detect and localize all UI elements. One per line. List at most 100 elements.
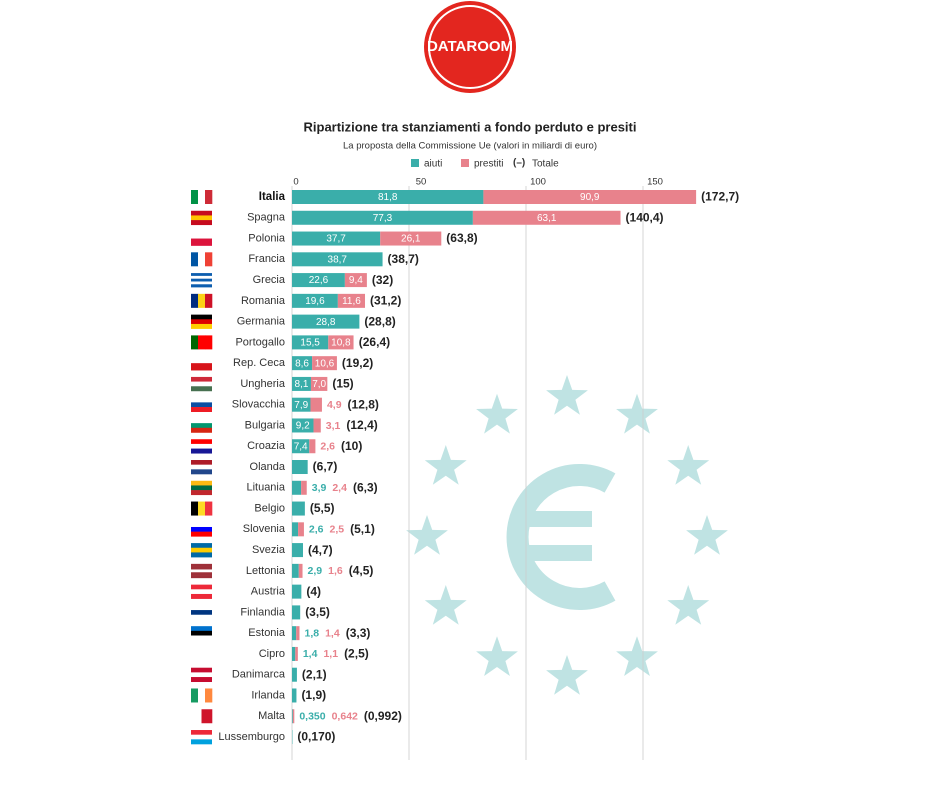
bar-segment [292,688,297,703]
total-label: (4,7) [308,543,333,557]
bar-segment [292,293,338,308]
total-label: (31,2) [370,294,401,308]
flag-stripe [191,319,212,325]
flag-stripe [191,407,212,412]
total-label: (12,4) [346,418,377,432]
star [476,393,518,434]
value-label: 26,1 [401,234,421,245]
category-label: Polonia [248,232,286,244]
total-label: (4) [306,584,321,598]
flag-stripe [191,605,212,611]
category-label: Bulgaria [245,419,286,431]
value-label: 8,6 [295,358,309,369]
total-label: (32) [372,273,393,287]
flag-stripe [191,273,212,277]
value-label: 1,6 [328,565,343,577]
star [616,393,658,434]
value-label: 38,7 [328,254,348,265]
value-label: 7,9 [294,400,308,411]
value-label: 1,4 [325,627,340,639]
flag-stripe [191,646,212,655]
star [476,636,518,676]
category-label: Olanda [250,461,286,473]
value-label: 1,8 [304,627,319,639]
bar-segment [292,480,302,495]
bar-segment [380,231,442,246]
bar-segment [292,439,310,454]
x-tick-label: 150 [647,177,663,188]
category-label: Romania [241,295,286,307]
value-label: 90,9 [580,192,600,203]
flag-stripe [191,547,212,553]
bar-segment [292,335,329,350]
value-label: 63,1 [537,213,557,224]
x-tick-label: 100 [530,177,546,188]
logo-text: DATAROOM [427,38,513,55]
category-label: Croazia [247,440,286,452]
value-label: 22,6 [309,275,329,286]
value-label: 8,1 [295,379,309,390]
flag-stripe [191,677,212,683]
category-label: Lituania [246,482,285,494]
flag-stripe [191,439,212,445]
value-label: 15,5 [300,338,320,349]
flag-stripe [191,278,212,282]
legend-swatch [461,159,469,167]
category-label: Portogallo [235,336,285,348]
bar-segment [292,543,303,558]
flag-stripe [191,552,212,558]
total-label: (172,7) [701,190,739,204]
flag-stripe [191,356,212,364]
legend-symbol: (–) [513,158,525,169]
bar-segment [296,626,300,641]
flag-stripe [191,397,212,403]
flag-stripe [191,231,212,239]
flag-stripe [191,575,212,579]
category-label: Danimarca [232,669,286,681]
legend-label: aiuti [424,159,442,170]
flag-stripe [191,215,212,221]
value-label: 37,7 [326,234,346,245]
flag-stripe [198,501,206,516]
category-label: Rep. Ceca [233,357,286,369]
value-label: 1,4 [303,648,318,660]
bar-segment [472,210,621,225]
value-label: 19,6 [305,296,325,307]
flag-stripe [198,252,206,267]
value-label: 81,8 [378,192,398,203]
bar-segment [292,501,305,516]
bar-segment [292,252,383,267]
flag-stripe [191,275,212,279]
bar-segment [298,563,303,578]
flag-stripe [191,667,212,673]
value-label: 2,9 [308,565,323,577]
bar-segment [292,626,297,641]
euro-sign [506,464,616,610]
total-label: (0,992) [364,709,402,723]
value-label: 0,350 [299,711,325,723]
value-label: 0,642 [332,711,358,723]
flag-stripe [205,501,213,516]
bar-segment [328,335,354,350]
category-label: Austria [251,586,286,598]
bar-segment [292,356,313,371]
bar-segment [298,522,304,537]
category-label: Spagna [247,212,286,224]
flag-stripe [191,485,212,491]
category-label: Lettonia [246,565,286,577]
bar-segment [483,190,697,204]
flag-stripe [191,469,212,475]
value-label: 2,4 [332,482,347,494]
value-label: 7,4 [294,441,308,452]
total-label: (15) [332,377,353,391]
flag-stripe [191,427,212,433]
value-label: 77,3 [373,213,393,224]
flag-stripe [191,593,212,599]
star [616,636,658,676]
total-label: (5,1) [350,522,375,536]
flag-stripe [205,688,213,703]
bar-segment [292,709,295,724]
flag-stripe [191,610,212,616]
star [546,655,588,695]
category-label: Germania [237,316,286,328]
